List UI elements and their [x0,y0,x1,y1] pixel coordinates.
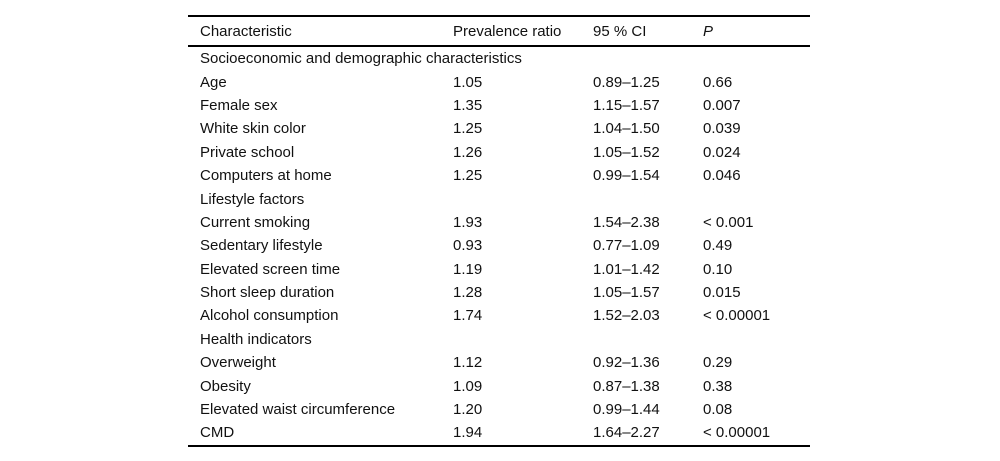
cell-prevalence-ratio: 1.25 [453,120,483,138]
column-header-prevalence-ratio: Prevalence ratio [453,22,562,40]
table-row: Private school 1.26 1.05–1.52 0.024 [188,141,810,164]
cell-p-value: 0.007 [703,96,741,114]
cell-characteristic: White skin color [200,120,306,138]
cell-prevalence-ratio: 1.74 [453,307,483,325]
table-row: Elevated waist circumference 1.20 0.99–1.4… [188,398,810,421]
cell-characteristic: Sedentary lifestyle [200,237,323,255]
cell-characteristic: Current smoking [200,213,311,231]
cell-prevalence-ratio: 1.94 [453,424,483,442]
cell-p-value: < 0.00001 [703,307,771,325]
table-section-row: Health indicators [188,328,810,351]
cell-95-ci: 1.15–1.57 [593,96,660,114]
cell-95-ci: 1.05–1.57 [593,284,660,302]
cell-characteristic: Alcohol consumption [200,307,339,325]
cell-characteristic: Elevated waist circumference [200,401,396,419]
cell-p-value: 0.015 [703,284,741,302]
table-row: Current smoking 1.93 1.54–2.38 < 0.001 [188,211,810,234]
column-header-p-value: P [703,22,714,40]
table-header-row: Characteristic Prevalence ratio 95 % CI … [188,17,810,45]
cell-prevalence-ratio: 1.09 [453,377,483,395]
cell-prevalence-ratio: 1.28 [453,284,483,302]
table-bottom-rule [188,444,810,447]
cell-p-value: < 0.00001 [703,424,771,442]
cell-prevalence-ratio: 1.05 [453,73,483,91]
table-row: Computers at home 1.25 0.99–1.54 0.046 [188,164,810,187]
table-row: Age 1.05 0.89–1.25 0.66 [188,70,810,93]
table-row: Short sleep duration 1.28 1.05–1.57 0.015 [188,281,810,304]
table-header-rule [188,45,810,47]
cell-prevalence-ratio: 1.12 [453,354,483,372]
cell-95-ci: 0.92–1.36 [593,354,660,372]
column-header-95-ci: 95 % CI [593,22,647,40]
table-row: White skin color 1.25 1.04–1.50 0.039 [188,117,810,140]
cell-95-ci: 1.52–2.03 [593,307,660,325]
cell-95-ci: 1.64–2.27 [593,424,660,442]
table-top-rule [188,15,810,17]
cell-characteristic: Obesity [200,377,251,395]
cell-p-value: 0.08 [703,401,733,419]
section-label: Health indicators [200,330,312,348]
table-row: Alcohol consumption 1.74 1.52–2.03 < 0.0000… [188,304,810,327]
table-row: Overweight 1.12 0.92–1.36 0.29 [188,351,810,374]
cell-characteristic: Elevated screen time [200,260,341,278]
column-header-characteristic: Characteristic [200,22,292,40]
cell-prevalence-ratio: 1.25 [453,167,483,185]
cell-95-ci: 0.77–1.09 [593,237,660,255]
cell-characteristic: Private school [200,143,295,161]
table-row: CMD 1.94 1.64–2.27 < 0.00001 [188,421,810,444]
cell-prevalence-ratio: 1.26 [453,143,483,161]
cell-p-value: 0.024 [703,143,741,161]
table-row: Female sex 1.35 1.15–1.57 0.007 [188,94,810,117]
section-label: Lifestyle factors [200,190,305,208]
cell-95-ci: 1.54–2.38 [593,213,660,231]
cell-95-ci: 1.05–1.52 [593,143,660,161]
cell-95-ci: 1.04–1.50 [593,120,660,138]
cell-p-value: 0.039 [703,120,741,138]
cell-characteristic: Female sex [200,96,278,114]
cell-characteristic: Overweight [200,354,276,372]
cell-prevalence-ratio: 1.35 [453,96,483,114]
cell-p-value: 0.49 [703,237,733,255]
cell-p-value: 0.66 [703,73,733,91]
cell-95-ci: 0.99–1.54 [593,167,660,185]
table-row: Elevated screen time 1.19 1.01–1.42 0.10 [188,258,810,281]
table-section-row: Socioeconomic and demographic characteri… [188,47,810,70]
cell-p-value: 0.29 [703,354,733,372]
table-row: Sedentary lifestyle 0.93 0.77–1.09 0.49 [188,234,810,257]
table-section-row: Lifestyle factors [188,187,810,210]
section-label: Socioeconomic and demographic characteri… [200,50,522,68]
cell-prevalence-ratio: 1.19 [453,260,483,278]
cell-p-value: < 0.001 [703,213,754,231]
cell-p-value: 0.046 [703,167,741,185]
cell-characteristic: Computers at home [200,167,332,185]
cell-p-value: 0.10 [703,260,733,278]
table-body: Socioeconomic and demographic characteri… [188,47,810,445]
cell-95-ci: 1.01–1.42 [593,260,660,278]
cell-prevalence-ratio: 0.93 [453,237,483,255]
cell-p-value: 0.38 [703,377,733,395]
statistics-table: Characteristic Prevalence ratio 95 % CI … [188,15,810,447]
cell-characteristic: Short sleep duration [200,284,335,302]
cell-95-ci: 0.99–1.44 [593,401,660,419]
cell-characteristic: CMD [200,424,235,442]
table-row: Obesity 1.09 0.87–1.38 0.38 [188,374,810,397]
cell-95-ci: 0.87–1.38 [593,377,660,395]
cell-95-ci: 0.89–1.25 [593,73,660,91]
cell-prevalence-ratio: 1.93 [453,213,483,231]
cell-prevalence-ratio: 1.20 [453,401,483,419]
cell-characteristic: Age [200,73,227,91]
